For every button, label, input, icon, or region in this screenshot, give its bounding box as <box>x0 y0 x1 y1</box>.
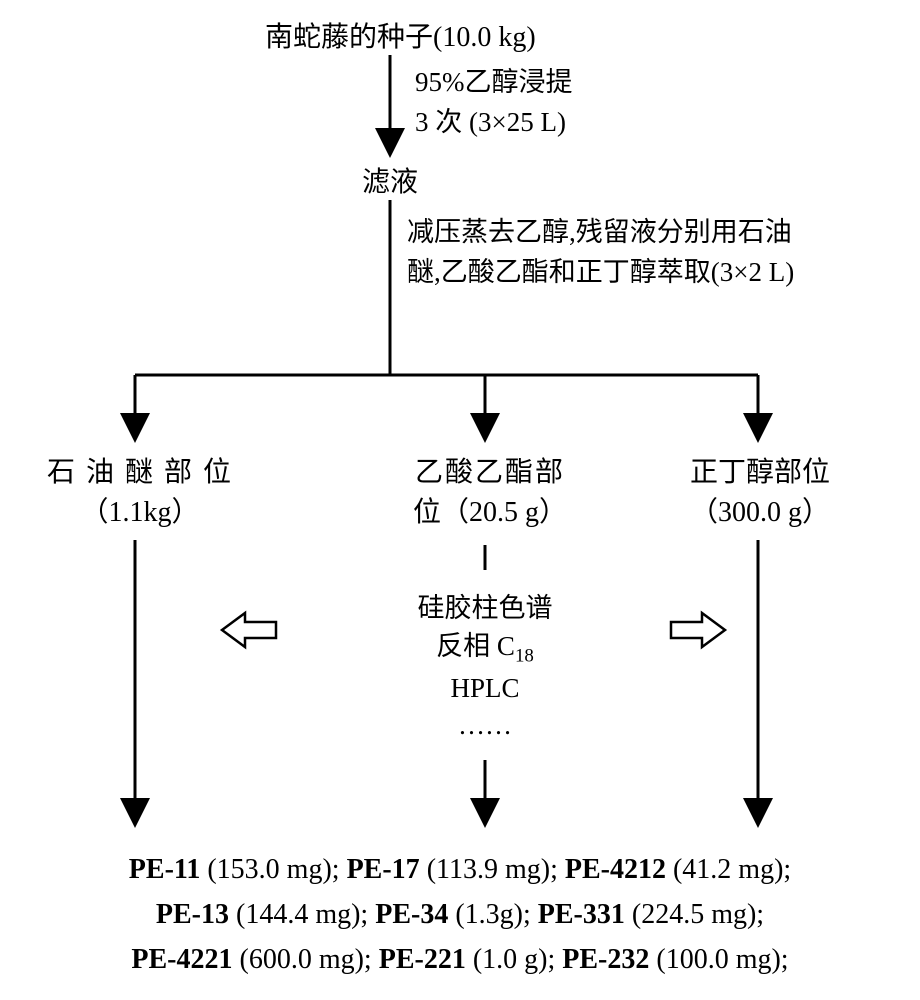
diagram-arrows <box>0 0 920 1000</box>
